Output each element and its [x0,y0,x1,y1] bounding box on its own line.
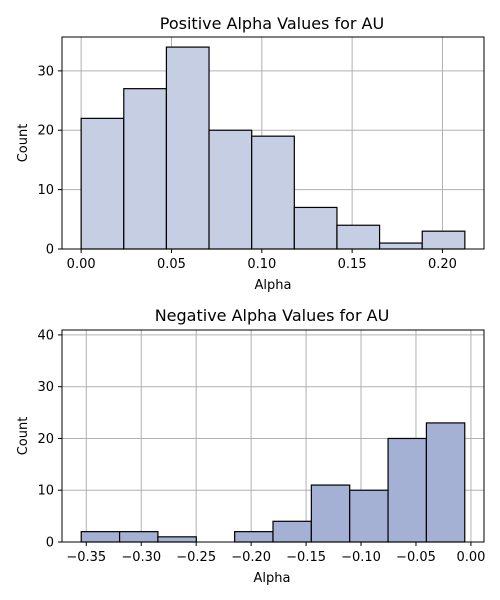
x-tick-label: 0.15 [338,257,367,272]
x-tick-label: 0.20 [428,257,457,272]
histogram-bar [349,489,389,543]
histogram-bar [272,520,312,543]
y-tick-label: 40 [37,328,54,343]
negative-alpha-histogram: Negative Alpha Values for AU −0.35 −0.30−… [16,306,485,586]
x-axis-label: Alpha [254,571,291,586]
histogram-bar [165,46,210,250]
histogram-bar [118,531,159,543]
x-ticks: 0.00 0.05 0.10 0.15 0.20 [67,249,457,272]
y-tick-label: 20 [37,124,54,139]
positive-alpha-histogram: Positive Alpha Values for AU 0.00 0.05 0.1… [16,14,485,293]
x-ticks: −0.35 −0.30 −0.25 −0.20 −0.15 −0.10 −0.05 0.00 [66,542,485,565]
y-ticks: 0 10 20 30 40 [37,328,62,551]
y-tick-label: 0 [46,536,54,551]
histogram-bar [157,536,197,543]
histogram-bar [208,129,253,250]
x-tick-label: −0.10 [341,550,381,565]
chart-title: Negative Alpha Values for AU [155,306,390,325]
histogram-bar [123,88,168,250]
histogram-bar [310,484,351,543]
y-axis-label: Count [16,417,31,456]
histogram-bar [336,224,381,250]
x-tick-label: 0.00 [67,257,96,272]
x-tick-label: −0.05 [396,550,436,565]
x-tick-label: −0.30 [121,550,161,565]
x-tick-label: −0.20 [231,550,271,565]
y-tick-label: 30 [37,64,54,79]
x-tick-label: −0.15 [286,550,326,565]
x-tick-label: 0.05 [157,257,186,272]
y-tick-label: 10 [37,183,54,198]
y-tick-label: 10 [37,484,54,499]
chart-title: Positive Alpha Values for AU [160,14,384,33]
x-tick-label: −0.35 [66,550,106,565]
bars [80,46,466,250]
histogram-bar [421,230,466,250]
x-tick-label: −0.25 [176,550,216,565]
y-tick-label: 20 [37,432,54,447]
x-tick-label: 0.00 [456,550,485,565]
histogram-bar [378,242,423,250]
y-tick-label: 0 [46,243,54,258]
histogram-bar [293,206,338,250]
histogram-bar [425,422,466,543]
plot-frame [61,329,485,543]
histogram-bar [80,117,125,250]
y-axis-label: Count [16,124,31,163]
plot-frame [61,36,485,250]
histogram-bar [387,437,428,543]
histogram-bar [80,531,121,543]
y-tick-label: 30 [37,380,54,395]
histogram-bar [234,531,274,543]
bars [80,422,466,543]
histogram-bar [251,135,295,250]
y-ticks: 0 10 20 30 [37,64,62,258]
x-tick-label: 0.10 [247,257,276,272]
x-axis-label: Alpha [255,278,292,293]
